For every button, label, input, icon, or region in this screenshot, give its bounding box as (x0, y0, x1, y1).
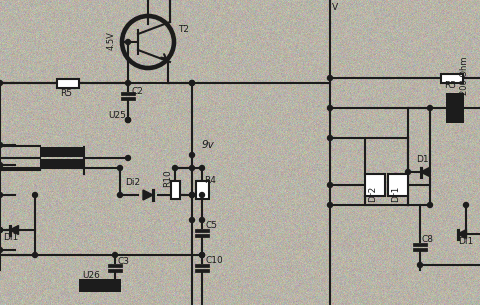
Circle shape (190, 192, 194, 198)
Circle shape (428, 106, 432, 110)
Circle shape (200, 217, 204, 223)
Circle shape (190, 166, 194, 170)
Polygon shape (420, 167, 430, 177)
Circle shape (0, 142, 2, 148)
Circle shape (0, 166, 2, 170)
Circle shape (125, 156, 131, 160)
Circle shape (200, 253, 204, 257)
Circle shape (0, 228, 2, 232)
Bar (365, 174, 385, 196)
Text: C2: C2 (131, 87, 143, 96)
Bar (170, 181, 180, 199)
Circle shape (112, 253, 118, 257)
Bar (79, 278, 121, 292)
Circle shape (33, 253, 37, 257)
Circle shape (190, 152, 194, 157)
Circle shape (327, 182, 333, 188)
Circle shape (418, 263, 422, 267)
Circle shape (118, 192, 122, 198)
Circle shape (0, 163, 2, 167)
Bar (388, 174, 408, 196)
Bar (195, 181, 208, 199)
Circle shape (428, 203, 432, 207)
Text: Dr2: Dr2 (368, 186, 377, 202)
Circle shape (33, 192, 37, 198)
Circle shape (406, 170, 410, 174)
Text: Di2: Di2 (125, 178, 140, 187)
Circle shape (327, 135, 333, 141)
Text: Di1: Di1 (458, 237, 473, 246)
Circle shape (200, 253, 204, 257)
Circle shape (327, 203, 333, 207)
Circle shape (190, 192, 194, 198)
Text: U25: U25 (108, 111, 126, 120)
Bar (40, 147, 84, 157)
Circle shape (125, 117, 131, 123)
Polygon shape (457, 229, 467, 239)
Text: C5: C5 (205, 221, 217, 230)
Text: V: V (332, 3, 338, 12)
Circle shape (200, 192, 204, 198)
Circle shape (125, 117, 131, 123)
Bar (40, 159, 84, 169)
Text: R10: R10 (163, 169, 172, 187)
Circle shape (125, 40, 131, 45)
Circle shape (200, 166, 204, 170)
Text: C8: C8 (422, 235, 434, 244)
Text: R5: R5 (444, 81, 456, 90)
Circle shape (0, 228, 2, 232)
Text: U26: U26 (82, 271, 100, 280)
Circle shape (464, 203, 468, 207)
Polygon shape (143, 190, 153, 200)
Text: 9v: 9v (202, 140, 215, 150)
Polygon shape (10, 225, 19, 235)
Text: Dr1: Dr1 (391, 186, 400, 202)
Circle shape (118, 166, 122, 170)
Text: R4: R4 (204, 176, 216, 185)
Bar (57, 78, 79, 88)
Text: C10: C10 (205, 256, 223, 265)
Bar (446, 93, 464, 123)
Circle shape (327, 106, 333, 110)
Text: R5: R5 (60, 89, 72, 98)
Text: 200 Ohm: 200 Ohm (460, 56, 469, 95)
Circle shape (190, 81, 194, 85)
Circle shape (0, 247, 2, 253)
Text: D1: D1 (416, 155, 429, 164)
Text: Di1: Di1 (3, 233, 18, 242)
Circle shape (190, 81, 194, 85)
Text: T2: T2 (178, 25, 189, 34)
Circle shape (172, 166, 178, 170)
Text: C3: C3 (118, 257, 130, 266)
Circle shape (0, 192, 2, 198)
Circle shape (327, 76, 333, 81)
Text: 4.5V: 4.5V (107, 31, 116, 50)
Circle shape (190, 217, 194, 223)
Circle shape (125, 81, 131, 85)
Circle shape (0, 81, 2, 85)
Bar (441, 74, 463, 82)
